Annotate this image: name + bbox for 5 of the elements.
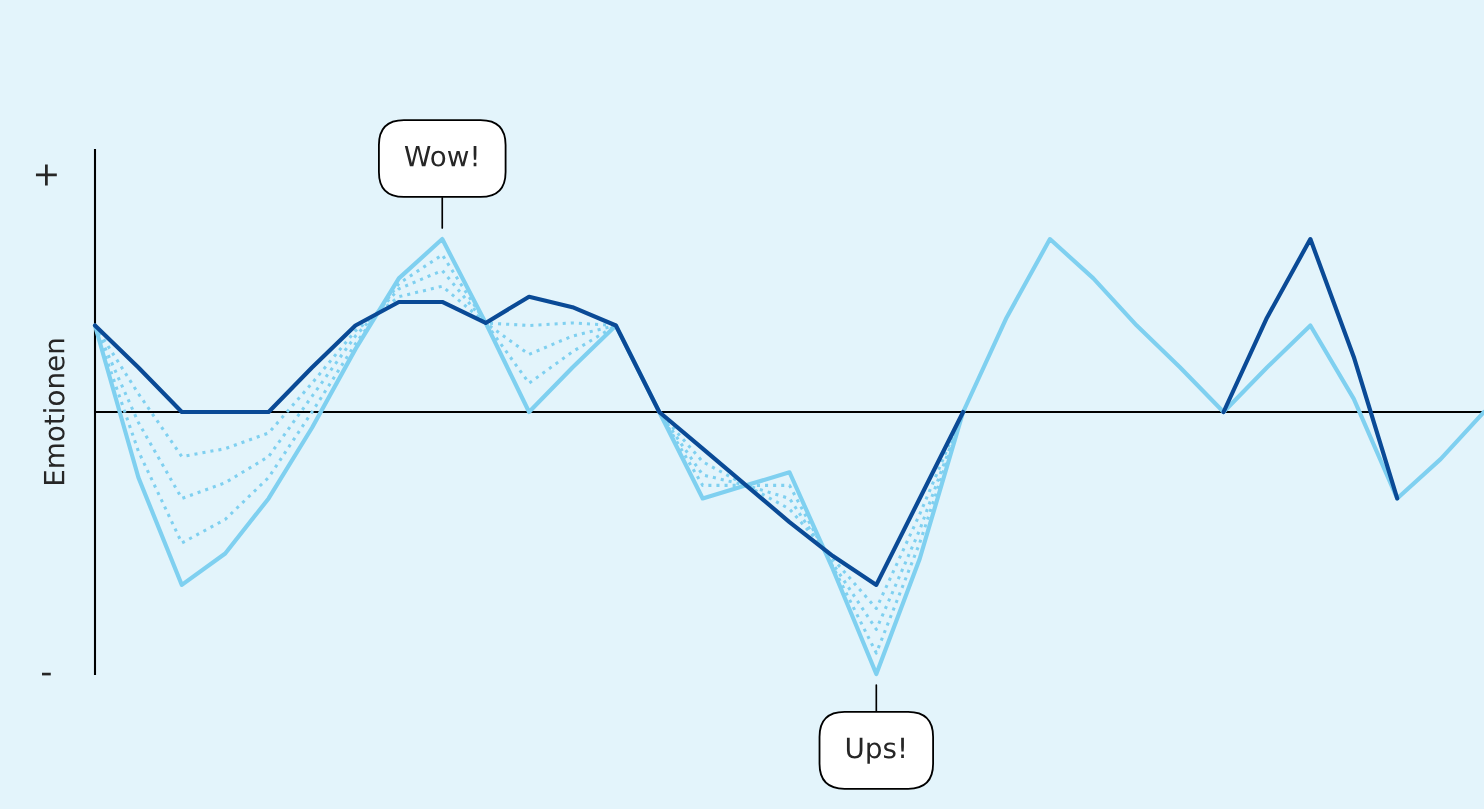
text: - [42, 672, 51, 676]
text: Ups! [846, 737, 904, 764]
text: + [35, 164, 57, 186]
y-axis-title: Emotionen [43, 339, 65, 485]
text: Wow! [404, 145, 477, 167]
